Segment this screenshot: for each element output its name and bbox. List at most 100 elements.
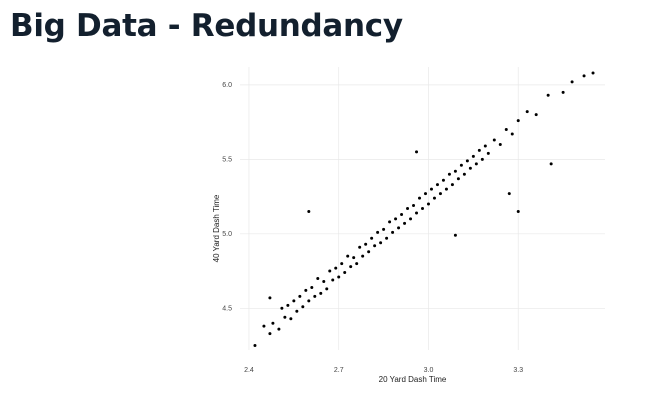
point [331, 278, 335, 282]
point [361, 254, 365, 258]
point [507, 192, 511, 196]
point [295, 309, 299, 313]
point [313, 294, 317, 298]
point [429, 187, 433, 191]
point [334, 266, 338, 270]
point [310, 285, 314, 289]
point [426, 202, 430, 206]
point [549, 162, 553, 166]
point [349, 265, 353, 269]
point [510, 132, 514, 136]
point [406, 207, 410, 210]
point [441, 178, 445, 182]
point [355, 262, 359, 266]
point [412, 204, 416, 208]
y-tick-label: 5.5 [222, 156, 232, 163]
point [301, 305, 305, 309]
point [465, 159, 469, 163]
point [432, 196, 436, 200]
point [423, 192, 427, 196]
point [373, 244, 377, 248]
point [582, 74, 586, 78]
point [471, 154, 475, 158]
point [268, 332, 272, 336]
point [367, 250, 371, 254]
point [307, 299, 311, 303]
point [415, 150, 419, 154]
y-tick-label: 4.5 [222, 305, 232, 312]
point [409, 217, 413, 221]
point [498, 142, 502, 146]
point [486, 151, 490, 155]
x-axis-title: 20 Yard Dash Time [379, 375, 447, 384]
point [280, 306, 284, 310]
point [474, 162, 478, 166]
x-tick-label: 2.4 [244, 367, 254, 374]
point [394, 217, 398, 221]
point [534, 113, 538, 117]
point [492, 138, 496, 142]
point [570, 80, 574, 84]
point [337, 275, 341, 279]
point [438, 192, 442, 196]
point [421, 207, 424, 210]
point [385, 236, 389, 240]
point [316, 277, 320, 281]
point [277, 327, 281, 331]
point [459, 163, 463, 167]
point [477, 148, 481, 152]
x-tick-label: 3.0 [424, 367, 434, 374]
y-tick-label: 5.0 [222, 231, 232, 238]
point [370, 236, 374, 240]
point [456, 177, 460, 181]
point [307, 209, 311, 213]
point [391, 230, 395, 234]
point [271, 321, 275, 325]
point [435, 183, 439, 187]
point [397, 226, 401, 230]
point [376, 230, 380, 234]
point [453, 233, 457, 237]
point [322, 279, 326, 283]
point [340, 262, 344, 266]
point [462, 172, 466, 176]
point [403, 221, 407, 225]
point [343, 271, 347, 275]
slide-title: Big Data - Redundancy [10, 8, 403, 44]
x-tick-label: 3.3 [513, 367, 523, 374]
point [388, 220, 392, 224]
point [516, 119, 520, 123]
point [504, 128, 508, 132]
point [283, 315, 287, 319]
point [483, 144, 487, 148]
point [480, 157, 484, 161]
point [453, 169, 457, 173]
point [304, 288, 308, 292]
point [400, 212, 404, 216]
point [358, 245, 362, 249]
point [262, 324, 266, 328]
point [364, 242, 368, 246]
point [525, 110, 529, 114]
y-axis-title: 40 Yard Dash Time [212, 194, 221, 262]
point [286, 303, 290, 307]
point [447, 172, 451, 176]
x-tick-label: 2.7 [334, 367, 344, 374]
point [415, 211, 419, 215]
point [382, 227, 386, 231]
point [352, 256, 356, 260]
point [298, 294, 302, 298]
point [591, 71, 595, 75]
point [325, 287, 329, 291]
y-tick-label: 6.0 [222, 82, 232, 89]
point [444, 187, 448, 191]
point [450, 183, 454, 187]
point [253, 344, 257, 348]
point [546, 93, 550, 97]
point [561, 90, 565, 94]
point [418, 196, 422, 200]
point [379, 241, 383, 245]
point [268, 296, 272, 300]
